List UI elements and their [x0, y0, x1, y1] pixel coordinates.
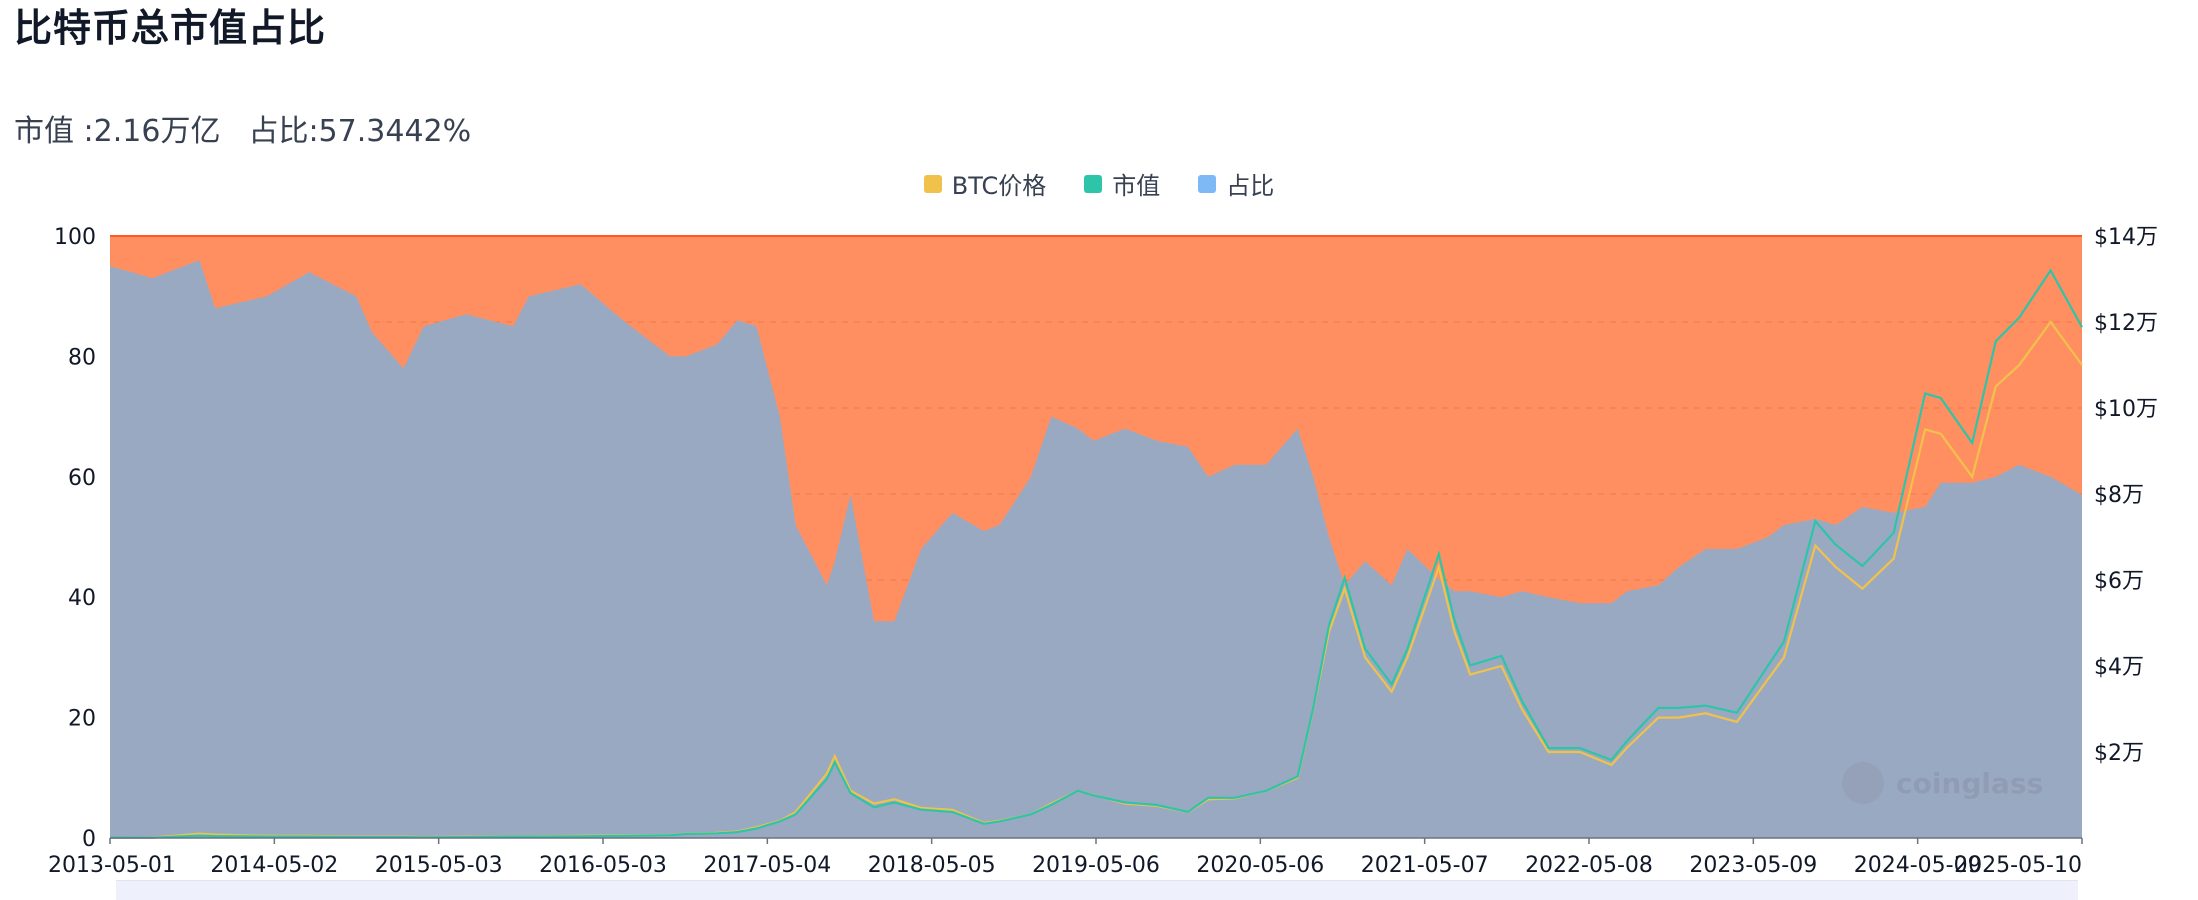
y-right-tick-label: $14万 [2094, 225, 2158, 250]
y-right-tick-label: $12万 [2094, 311, 2158, 336]
y-left-tick-label: 100 [54, 225, 96, 250]
share-summary: 占比:57.3442% [248, 114, 472, 149]
legend-swatch-market-cap [1084, 174, 1103, 193]
legend-item-market-cap[interactable]: 市值 [1084, 166, 1160, 201]
y-right-tick-label: $6万 [2094, 569, 2144, 594]
y-right-tick-label: $4万 [2094, 655, 2144, 680]
y-left-tick-label: 0 [82, 827, 96, 852]
x-tick-label: 2016-05-03 [539, 853, 667, 878]
x-tick-label: 2015-05-03 [375, 853, 503, 878]
x-tick-label: 2023-05-09 [1689, 853, 1817, 878]
datazoom-slider[interactable] [116, 880, 2078, 900]
page-title: 比特币总市值占比 [14, 6, 327, 50]
series-share-area [110, 260, 2082, 839]
chart-legend: BTC价格 市值 占比 [0, 166, 2198, 201]
x-tick-label: 2021-05-07 [1361, 853, 1489, 878]
y-left-tick-label: 60 [68, 466, 96, 491]
y-right-tick-label: $10万 [2094, 397, 2158, 422]
x-tick-label: 2018-05-05 [868, 853, 996, 878]
legend-label-btc-price: BTC价格 [951, 172, 1047, 200]
y-left-tick-label: 80 [68, 345, 96, 370]
x-tick-label: 2017-05-04 [703, 853, 831, 878]
legend-label-share: 占比 [1226, 172, 1275, 200]
x-tick-label: 2020-05-06 [1196, 853, 1324, 878]
series-market-cap-line [109, 268, 2083, 839]
y-left-tick-label: 40 [68, 586, 96, 611]
summary-line: 市值 :2.16万亿 占比:57.3442% [14, 112, 471, 152]
y-right-tick-label: $8万 [2094, 483, 2144, 508]
x-tick-label: 2022-05-08 [1525, 853, 1653, 878]
x-tick-label: 2013-05-01 [48, 853, 176, 878]
legend-label-market-cap: 市值 [1112, 172, 1161, 200]
market-cap-summary: 市值 :2.16万亿 [14, 114, 221, 149]
x-tick-label: 2014-05-02 [210, 853, 338, 878]
watermark-text: coinglass [1896, 766, 2044, 800]
watermark: coinglass [1842, 762, 2043, 804]
legend-swatch-share [1198, 174, 1217, 193]
legend-item-share[interactable]: 占比 [1198, 166, 1274, 201]
y-right-tick-label: $2万 [2094, 741, 2144, 766]
legend-item-btc-price[interactable]: BTC价格 [923, 166, 1047, 201]
x-tick-label: 2024-05-09 [1854, 853, 1982, 878]
x-tick-label: 2025-05-10 [1954, 853, 2082, 878]
y-left-tick-label: 20 [68, 707, 96, 732]
watermark-logo-icon [1842, 762, 1884, 804]
legend-swatch-btc-price [923, 174, 942, 193]
x-tick-label: 2019-05-06 [1032, 853, 1160, 878]
